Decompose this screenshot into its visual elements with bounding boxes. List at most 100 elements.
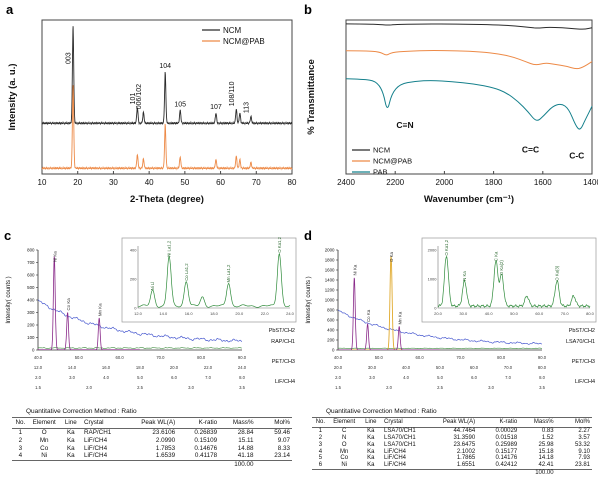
channel-axis-tick: 18.0 <box>136 365 145 370</box>
channel-axis-tick: 2.5 <box>437 385 443 390</box>
ftir-chart: 2400 2200 2000 1800 1600 1400 Wavenumber (cm⁻¹… <box>306 19 598 205</box>
channel-axis-tick: 20.0 <box>334 365 343 370</box>
table-row: 4 Mn Ka LiF/CH4 2.1002 0.15177 15.18 9.10 <box>312 449 592 456</box>
table-cell: 2.0990 <box>155 436 176 444</box>
peak-label-105: 105 <box>174 101 186 108</box>
table-row: 5 Co Ka LiF/CH4 1.7865 0.14176 14.18 7.93 <box>312 455 592 462</box>
table-cell: LSA70/CH1 <box>383 441 416 448</box>
table-cell: 1 <box>318 427 323 434</box>
channel-label-PET/CH3: PET/CH3 <box>572 359 595 365</box>
legend-label-PAB: PAB <box>373 168 387 177</box>
table-cell: 8.33 <box>277 444 290 452</box>
table-cell: O <box>41 428 47 436</box>
table-cell: 5 <box>318 455 323 462</box>
y-tick-label: 2000 <box>325 248 335 253</box>
table-row: 6 Ni Ka LiF/CH4 1.6551 0.42412 42.41 23.81 <box>312 462 592 471</box>
table-cell: 25.98 <box>538 441 554 448</box>
table-cell: 14.88 <box>237 444 254 452</box>
col-header: K-ratio <box>177 417 220 429</box>
xrd-chart: 10 20 30 40 50 60 70 80 2-Theta (degree) Intensit… <box>7 19 297 205</box>
table-cell: Co <box>340 455 349 462</box>
table-cell: Ka <box>367 427 375 434</box>
table-cell: Mn <box>39 436 49 444</box>
channel-axis-tick: 2.0 <box>35 375 41 380</box>
y-tick-label: 0 <box>332 348 335 353</box>
table-cell: Ka <box>367 434 375 441</box>
table-cell <box>29 461 60 469</box>
x-axis-title: 2-Theta (degree) <box>130 194 204 205</box>
table-cell: N <box>342 434 347 441</box>
y-tick-label: 800 <box>27 248 35 253</box>
table-cell: 0.14176 <box>495 455 518 462</box>
table-cell: 3.57 <box>578 434 590 441</box>
x-tick-label: 10 <box>38 178 47 187</box>
table-cell: 4 <box>12 452 29 462</box>
y-axis-title: Intensity (a. u.) <box>7 63 18 130</box>
inset-peak-label: Ni La1,2 <box>167 240 172 257</box>
col-header: Peak WL(A) <box>129 417 178 429</box>
table-cell: LiF/CH4 <box>83 444 108 452</box>
table-cell: 4 <box>318 448 323 455</box>
inset-peak-label: Mn La1,2 <box>226 264 231 283</box>
col-header: Mol% <box>255 417 292 429</box>
col-header: Crystal <box>81 417 130 429</box>
col-header: Peak WL(A) <box>429 417 478 428</box>
table-cell: 14.18 <box>538 455 554 462</box>
channel-axis-tick: 60.0 <box>116 355 125 360</box>
channel-axis-tick: 7.0 <box>205 375 211 380</box>
col-header: Line <box>59 417 82 429</box>
inset-y-tick: 0 <box>134 305 137 310</box>
inset-x-tick: 50.0 <box>510 311 519 316</box>
table-cell: 2.1002 <box>456 448 476 455</box>
y-tick-label: 1000 <box>325 298 335 303</box>
table-cell: 1.7865 <box>456 455 476 462</box>
ftir-curve-NCM@PAB <box>345 49 593 70</box>
table-cell: 23.81 <box>555 462 592 471</box>
channel-label-RAP/CH1: RAP/CH1 <box>271 339 295 345</box>
table-cell: 31.3590 <box>453 434 476 441</box>
annotation-C-C: C-C <box>569 151 584 161</box>
table-cell <box>130 461 178 469</box>
ftir-curve-NCM <box>345 23 593 30</box>
peak-label-104: 104 <box>159 63 171 70</box>
inset-x-tick: 40.0 <box>485 311 494 316</box>
channel-axis-tick: 30.0 <box>368 365 377 370</box>
channel-axis-tick: 40.0 <box>334 355 343 360</box>
inset-x-tick: 70.0 <box>561 311 570 316</box>
col-header: Element <box>328 417 360 428</box>
channel-axis-tick: 12.0 <box>34 365 43 370</box>
table-header-row: No. Element Line Crystal Peak WL(A) K-ratio Ma… <box>12 417 292 429</box>
panel-label-c: c <box>4 228 12 243</box>
spectrum-purple <box>38 256 140 350</box>
table-cell: 2 <box>318 434 323 441</box>
legend-label-NCM@PAB: NCM@PAB <box>373 157 412 166</box>
inset-x-tick: 60.0 <box>535 311 544 316</box>
table-total-row: 100.00 <box>312 470 592 477</box>
channel-axis-tick: 70.0 <box>156 355 165 360</box>
y-tick-label: 500 <box>27 285 35 290</box>
col-header: Mass% <box>219 417 256 429</box>
channel-axis-tick: 20.0 <box>170 365 179 370</box>
table-cell: 9.07 <box>277 436 290 444</box>
channel-axis-tick: 7.0 <box>505 375 511 380</box>
y-tick-label: 700 <box>27 260 35 265</box>
table-cell: 23.6106 <box>152 428 176 436</box>
channel-axis-tick: 5.0 <box>437 375 443 380</box>
y-axis-title: Intensity( counts ) <box>6 276 12 323</box>
y-tick-label: 1400 <box>325 278 335 283</box>
inset-spectrum <box>437 256 591 308</box>
y-tick-label: 0 <box>32 348 35 353</box>
peak-label-107: 107 <box>210 104 222 111</box>
table-cell: 44.7464 <box>453 427 476 434</box>
x-tick-label: 20 <box>73 178 82 187</box>
channel-axis-tick: 3.5 <box>239 385 245 390</box>
legend-label-NCM@PAB: NCM@PAB <box>223 37 265 46</box>
table-cell: LiF/CH4 <box>81 452 130 462</box>
spectrum-blue <box>38 299 242 343</box>
quant-table-container-ncm: Quantitative Correction Method : Ratio No… <box>12 408 292 469</box>
table-cell <box>60 461 82 469</box>
main-peak-label: Co Ka <box>366 309 371 322</box>
y-tick-label: 400 <box>327 328 335 333</box>
table-cell: 0.41178 <box>177 452 220 462</box>
